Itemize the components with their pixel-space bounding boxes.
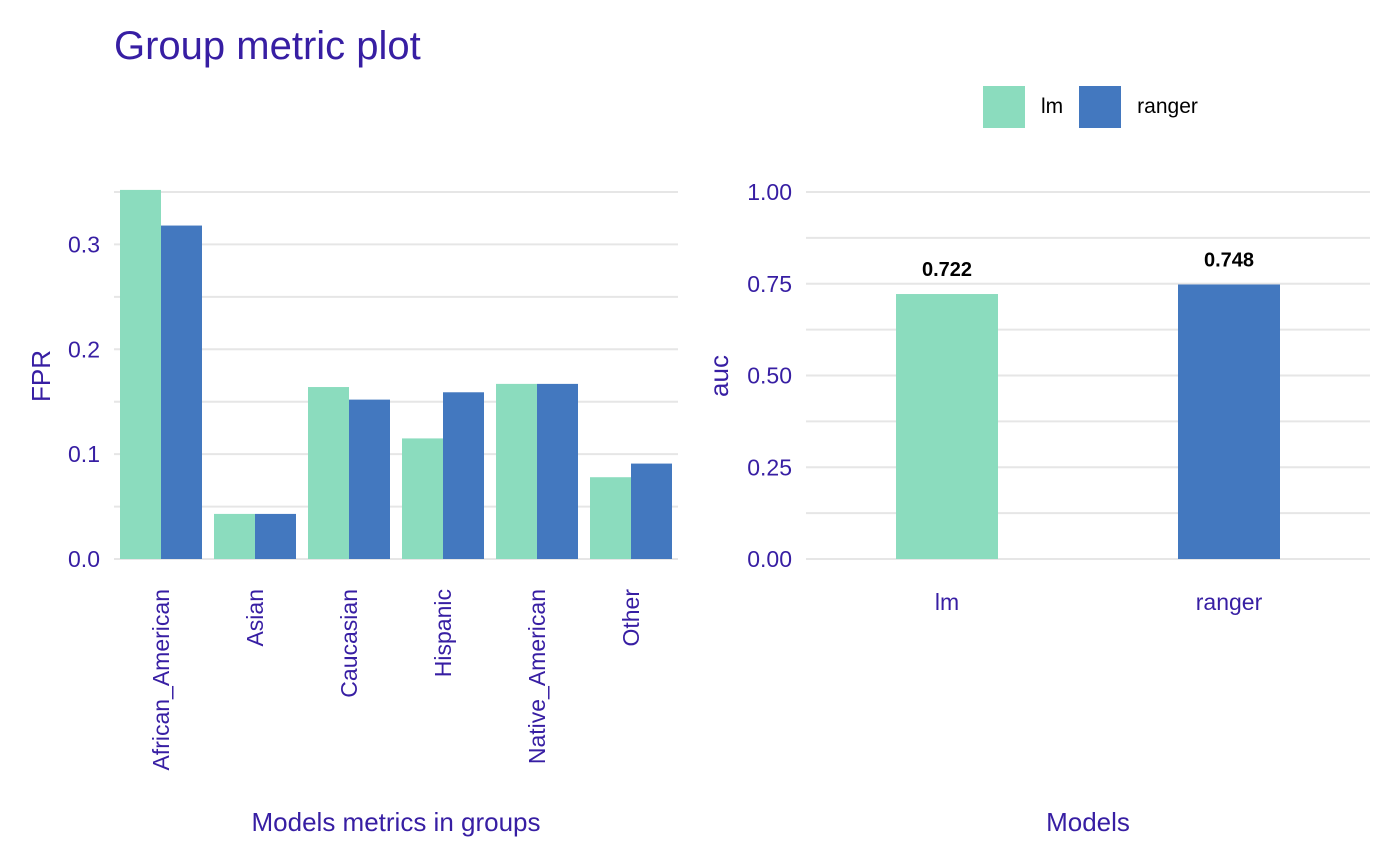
fpr-bar-lm-Asian (214, 513, 255, 559)
fpr-panel: 0.0 0.1 0.2 0.3 African_American Asian Caucasi… (26, 189, 678, 837)
auc-bar-lm (896, 294, 998, 559)
fpr-y-tick-label: 0.1 (68, 441, 100, 467)
fpr-bar-lm-Hispanic (402, 438, 443, 559)
fpr-bar-ranger-Other (631, 463, 672, 559)
auc-data-label-lm: 0.722 (922, 259, 972, 281)
auc-x-tick-label: ranger (1196, 589, 1263, 615)
fpr-bar-lm-Other (590, 477, 631, 559)
auc-x-tick-label: lm (935, 589, 959, 615)
fpr-x-tick-label: Native_American (524, 589, 550, 764)
auc-y-tick-label: 1.00 (747, 179, 792, 205)
fpr-y-tick-label: 0.2 (68, 336, 100, 362)
fpr-x-tick-label: Asian (242, 589, 268, 647)
auc-y-tick-label: 0.75 (747, 271, 792, 297)
auc-y-tick-label: 0.25 (747, 454, 792, 480)
legend-label-ranger: ranger (1137, 95, 1198, 118)
chart-title: Group metric plot (114, 24, 421, 68)
fpr-x-tick-label: Other (618, 589, 644, 647)
fpr-x-axis-label: Models metrics in groups (252, 807, 541, 837)
fpr-x-tick-label: Caucasian (336, 589, 362, 698)
fpr-y-tick-label: 0.0 (68, 546, 100, 572)
legend-item-ranger: ranger (1079, 86, 1198, 128)
fpr-bar-ranger-African_American (161, 225, 202, 559)
fpr-bar-lm-Native_American (496, 383, 537, 559)
fpr-bar-ranger-Native_American (537, 383, 578, 559)
fpr-y-axis-label: FPR (26, 350, 56, 402)
legend-label-lm: lm (1041, 95, 1064, 118)
fpr-bar-lm-Caucasian (308, 387, 349, 559)
legend-swatch-lm (983, 86, 1025, 128)
fpr-x-tick-label: Hispanic (430, 589, 456, 677)
legend: lm ranger (983, 86, 1214, 128)
auc-panel: 0.00 0.25 0.50 0.75 1.00 0.722 lm 0.748 ranger au… (704, 179, 1370, 837)
legend-item-lm: lm (983, 86, 1063, 128)
fpr-x-tick-label: African_American (148, 589, 174, 771)
auc-y-tick-label: 0.00 (747, 546, 792, 572)
fpr-bar-ranger-Hispanic (443, 392, 484, 559)
fpr-bar-ranger-Asian (255, 513, 296, 559)
auc-data-label-ranger: 0.748 (1204, 249, 1254, 271)
auc-y-axis-label: auc (704, 355, 734, 397)
fpr-bar-lm-African_American (120, 189, 161, 559)
fpr-y-tick-label: 0.3 (68, 231, 100, 257)
fpr-bar-ranger-Caucasian (349, 399, 390, 559)
auc-y-tick-label: 0.50 (747, 363, 792, 389)
legend-swatch-ranger (1079, 86, 1122, 128)
auc-bar-ranger (1178, 284, 1280, 559)
auc-x-axis-label: Models (1046, 807, 1130, 837)
